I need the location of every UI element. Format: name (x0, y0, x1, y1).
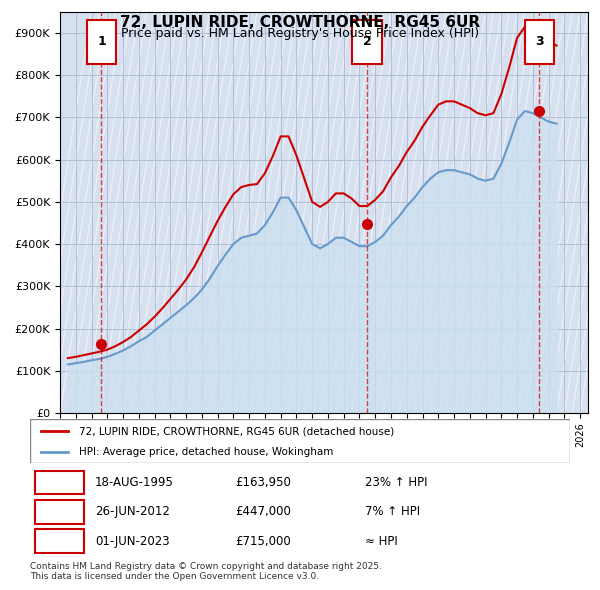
FancyBboxPatch shape (35, 471, 84, 494)
FancyBboxPatch shape (35, 500, 84, 524)
Text: 2: 2 (363, 35, 371, 48)
Text: 18-AUG-1995: 18-AUG-1995 (95, 476, 173, 489)
FancyBboxPatch shape (86, 20, 116, 64)
Text: 23% ↑ HPI: 23% ↑ HPI (365, 476, 427, 489)
Text: £447,000: £447,000 (235, 505, 291, 519)
Text: £715,000: £715,000 (235, 535, 291, 548)
Text: 1: 1 (55, 476, 64, 489)
FancyBboxPatch shape (352, 20, 382, 64)
Text: 1: 1 (97, 35, 106, 48)
Text: 7% ↑ HPI: 7% ↑ HPI (365, 505, 420, 519)
FancyBboxPatch shape (35, 529, 84, 553)
Text: ≈ HPI: ≈ HPI (365, 535, 398, 548)
Text: 72, LUPIN RIDE, CROWTHORNE, RG45 6UR: 72, LUPIN RIDE, CROWTHORNE, RG45 6UR (120, 15, 480, 30)
Text: 2: 2 (55, 505, 64, 519)
Text: Contains HM Land Registry data © Crown copyright and database right 2025.
This d: Contains HM Land Registry data © Crown c… (30, 562, 382, 581)
Text: £163,950: £163,950 (235, 476, 291, 489)
Text: Price paid vs. HM Land Registry's House Price Index (HPI): Price paid vs. HM Land Registry's House … (121, 27, 479, 40)
Text: 01-JUN-2023: 01-JUN-2023 (95, 535, 169, 548)
FancyBboxPatch shape (524, 20, 554, 64)
Text: 3: 3 (55, 535, 64, 548)
Text: 26-JUN-2012: 26-JUN-2012 (95, 505, 170, 519)
Text: 72, LUPIN RIDE, CROWTHORNE, RG45 6UR (detached house): 72, LUPIN RIDE, CROWTHORNE, RG45 6UR (de… (79, 427, 394, 436)
Text: HPI: Average price, detached house, Wokingham: HPI: Average price, detached house, Woki… (79, 447, 333, 457)
FancyBboxPatch shape (30, 419, 570, 463)
Text: 3: 3 (535, 35, 544, 48)
